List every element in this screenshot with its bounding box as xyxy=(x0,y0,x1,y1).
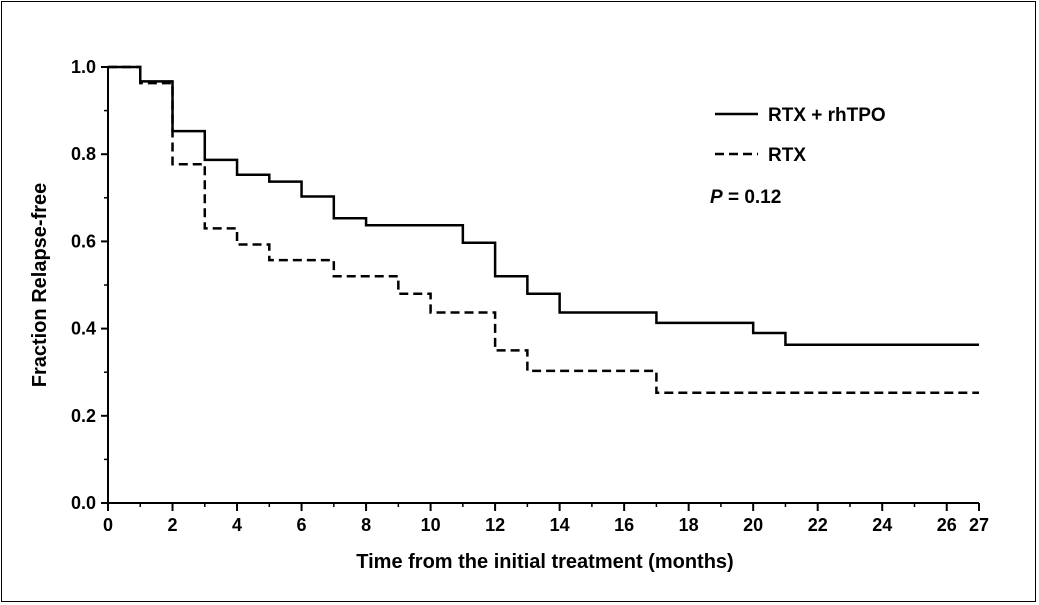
x-tick-label: 4 xyxy=(232,515,242,535)
x-tick-label: 14 xyxy=(550,515,570,535)
x-tick-label: 12 xyxy=(485,515,505,535)
y-tick-label: 0.2 xyxy=(71,406,96,426)
y-tick-label: 0.0 xyxy=(71,493,96,513)
series-line-rtx xyxy=(108,65,979,394)
legend: RTX + rhTPO RTX P = 0.12 xyxy=(710,105,886,208)
x-tick-label: 2 xyxy=(168,515,178,535)
y-tick-label: 1.0 xyxy=(71,57,96,77)
y-tick-label: 0.6 xyxy=(71,231,96,251)
x-tick-label: 20 xyxy=(743,515,763,535)
legend-label-rtx-rhtpo: RTX + rhTPO xyxy=(768,105,886,126)
series-lines xyxy=(108,65,979,394)
x-tick-label: 26 xyxy=(937,515,957,535)
p-symbol: P xyxy=(710,187,723,208)
p-value-text: = 0.12 xyxy=(723,187,782,208)
x-axis-title: Time from the initial treatment (months) xyxy=(356,551,733,573)
x-tick-label: 16 xyxy=(614,515,634,535)
y-tick-label: 0.4 xyxy=(71,319,96,339)
x-tick-label: 6 xyxy=(297,515,307,535)
x-tick-label: 27 xyxy=(969,515,989,535)
y-axis-title: Fraction Relapse-free xyxy=(29,183,51,388)
p-value-annotation: P = 0.12 xyxy=(710,187,781,208)
legend-label-rtx: RTX xyxy=(768,145,806,166)
x-tick-label: 10 xyxy=(421,515,441,535)
ticks: 0.00.20.40.60.81.00 2 4 6 8 10 12 14 16 18 20 22 24 2… xyxy=(71,57,989,535)
axes xyxy=(107,67,979,504)
x-tick-label: 0 xyxy=(103,515,113,535)
x-tick-label: 22 xyxy=(808,515,828,535)
x-tick-label: 8 xyxy=(361,515,371,535)
series-line-rtx-rhtpo xyxy=(108,65,979,346)
x-tick-label: 24 xyxy=(872,515,892,535)
y-tick-label: 0.8 xyxy=(71,144,96,164)
x-tick-label: 18 xyxy=(679,515,699,535)
